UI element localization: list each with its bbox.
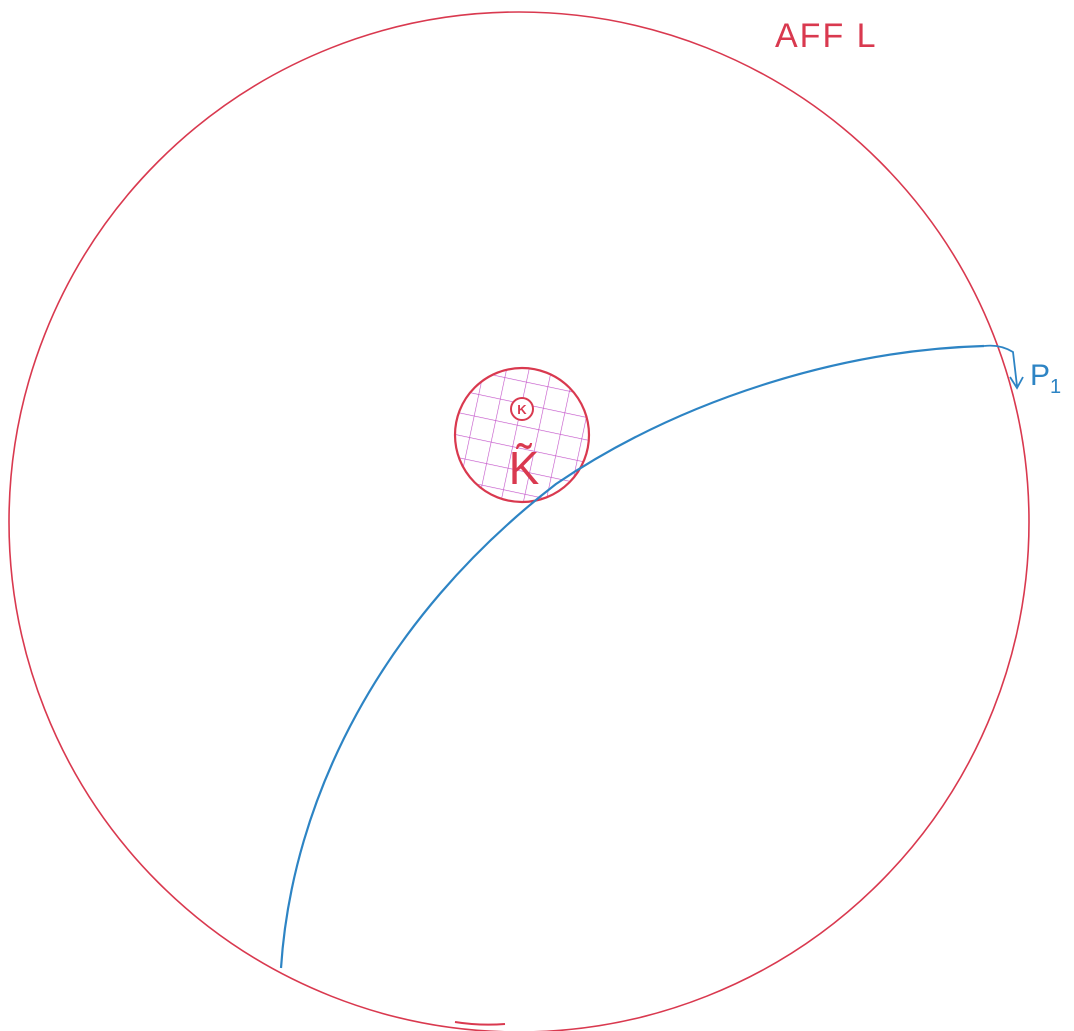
hatching <box>456 369 588 501</box>
path-label-sub: 1 <box>1050 376 1061 398</box>
outer-circle-stroke <box>454 1021 506 1026</box>
k-tilde-label: K̃ <box>509 442 540 494</box>
path-curve <box>279 344 985 969</box>
path-label-main: P <box>1030 359 1050 392</box>
small-circle <box>510 397 534 421</box>
inner-circle <box>453 366 591 504</box>
outer-circle <box>8 11 1030 1031</box>
inner-region: K K̃ <box>453 366 591 504</box>
title-label: AFF L <box>775 17 878 55</box>
path-arrow <box>983 344 1024 390</box>
small-k-label: K <box>517 402 527 417</box>
path-label: P1 <box>1030 359 1061 398</box>
